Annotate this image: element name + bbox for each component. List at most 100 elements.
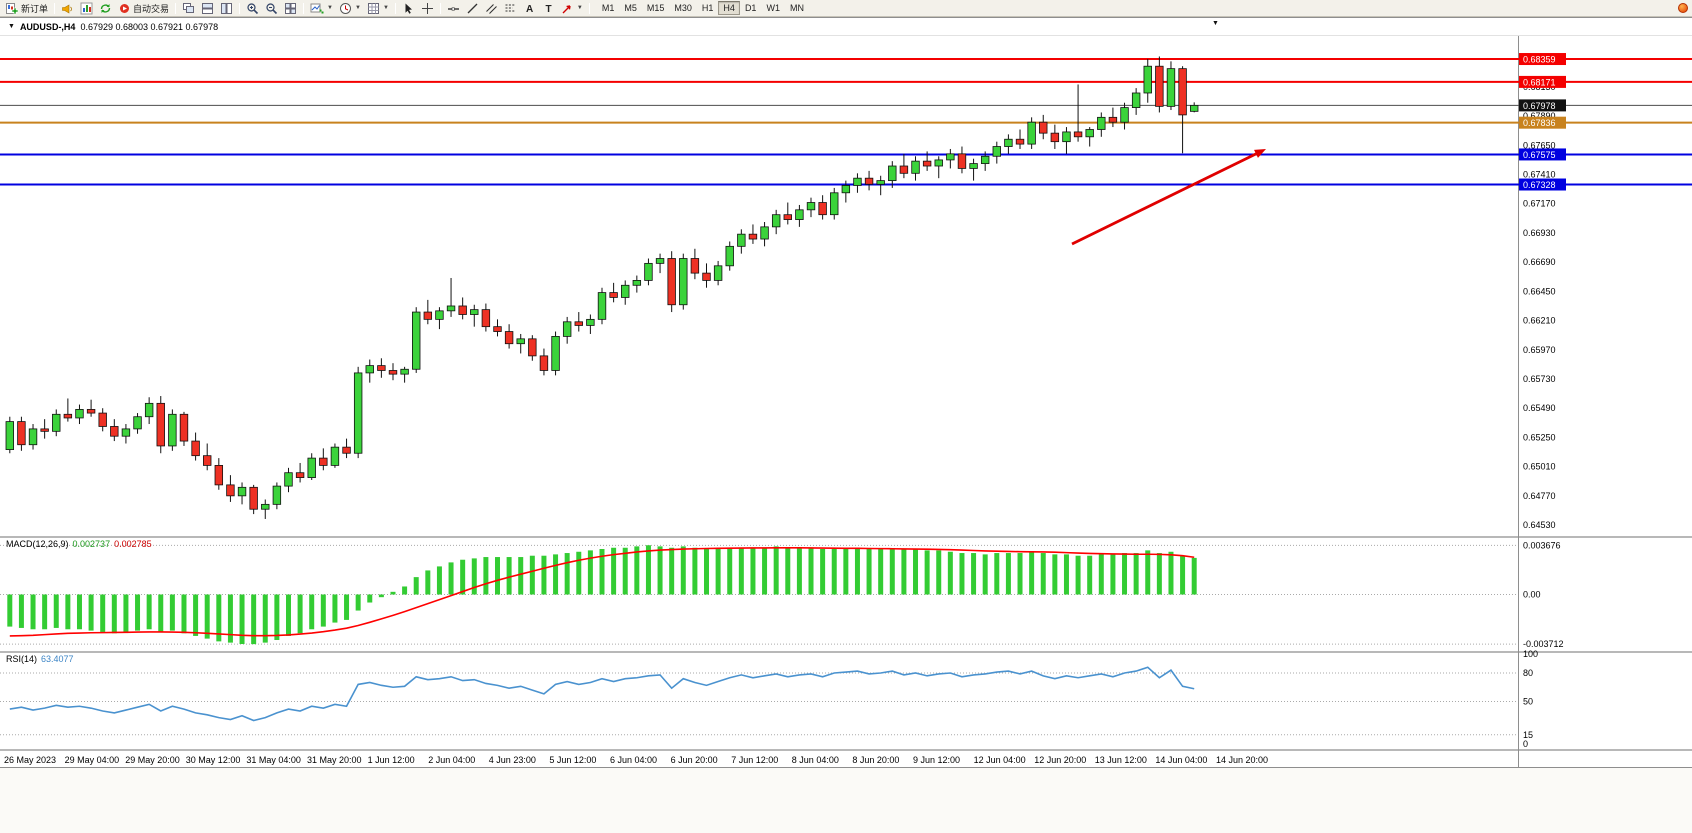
crosshair-button[interactable]: [418, 1, 437, 16]
svg-text:0.66450: 0.66450: [1523, 286, 1556, 296]
tile-windows-button[interactable]: [281, 1, 300, 16]
tf-button-MN[interactable]: MN: [789, 3, 804, 13]
svg-text:4 Jun 23:00: 4 Jun 23:00: [489, 755, 536, 765]
tile-vertical-button[interactable]: [217, 1, 236, 16]
rsi-name: RSI(14): [6, 654, 38, 664]
tf-button-M15[interactable]: M15: [646, 3, 665, 13]
trendline-icon: [467, 3, 478, 13]
zoom-out-button[interactable]: [262, 1, 281, 16]
arrows-tool-button[interactable]: ▼: [558, 1, 586, 16]
chart-window: ▼ AUDUSD-,H4 0.67929 0.68003 0.67921 0.6…: [0, 17, 1692, 769]
tile-vertical-icon: [221, 2, 233, 14]
toolbar-separator: [239, 2, 241, 14]
tf-button-W1[interactable]: W1: [766, 3, 780, 13]
tile-horizontal-button[interactable]: [198, 1, 217, 16]
notification-icon[interactable]: [1678, 3, 1688, 13]
crosshair-icon: [421, 2, 433, 14]
chart-canvas[interactable]: 0.681300.678900.676500.674100.671700.669…: [0, 36, 1692, 769]
toolbar: 新订单 自动交易 ▼ ▼ ▼: [0, 0, 1692, 17]
bottom-empty-area: [0, 768, 1692, 833]
svg-text:50: 50: [1523, 697, 1533, 707]
svg-text:0.65010: 0.65010: [1523, 462, 1556, 472]
trend-arrow-annotation[interactable]: [1071, 149, 1266, 246]
toolbar-separator: [588, 2, 590, 14]
label-tool-icon: T: [545, 4, 551, 15]
autotrading-label: 自动交易: [133, 3, 170, 14]
svg-text:30 May 12:00: 30 May 12:00: [186, 755, 241, 765]
clock-icon: [339, 2, 351, 14]
svg-text:0.64770: 0.64770: [1523, 491, 1556, 501]
svg-text:26 May 2023: 26 May 2023: [4, 755, 56, 765]
cursor-button[interactable]: [399, 1, 418, 16]
chevron-down-icon: ▼: [576, 5, 583, 11]
svg-text:5 Jun 12:00: 5 Jun 12:00: [549, 755, 596, 765]
svg-text:8 Jun 20:00: 8 Jun 20:00: [852, 755, 899, 765]
chevron-down-icon: ▼: [327, 5, 333, 11]
svg-text:14 Jun 04:00: 14 Jun 04:00: [1155, 755, 1207, 765]
svg-text:100: 100: [1523, 649, 1538, 659]
svg-text:0.67328: 0.67328: [1523, 180, 1556, 190]
market-watch-button[interactable]: [77, 1, 96, 16]
svg-text:0.65490: 0.65490: [1523, 403, 1556, 413]
toolbar-separator: [175, 2, 177, 14]
svg-text:T: T: [545, 4, 551, 15]
alerts-button[interactable]: [58, 1, 77, 16]
zoom-in-icon: [247, 2, 259, 14]
periodicity-button[interactable]: ▼: [336, 1, 364, 16]
chart-collapse-icon[interactable]: ▼: [8, 23, 15, 30]
cascade-windows-button[interactable]: [179, 1, 198, 16]
templates-button[interactable]: ▼: [364, 1, 392, 16]
refresh-icon: [100, 3, 111, 13]
svg-text:6 Jun 20:00: 6 Jun 20:00: [671, 755, 718, 765]
macd-panel: [7, 545, 1197, 645]
hline-tool-button[interactable]: [444, 1, 463, 16]
svg-text:29 May 20:00: 29 May 20:00: [125, 755, 180, 765]
chevron-down-icon: ▼: [354, 5, 361, 11]
grid-dotted-lines: [0, 36, 1692, 769]
rsi-panel: [9, 666, 1195, 722]
zoom-in-button[interactable]: [243, 1, 262, 16]
tf-button-M5[interactable]: M5: [624, 3, 637, 13]
label-tool-button[interactable]: T: [539, 1, 558, 16]
rsi-value: 63.4077: [41, 654, 74, 664]
new-chart-button[interactable]: ▼: [307, 1, 336, 16]
cascade-windows-icon: [183, 2, 195, 13]
navigator-button[interactable]: [96, 1, 115, 16]
toolbar-separator: [303, 2, 305, 14]
new-order-icon: [6, 2, 19, 14]
svg-text:0.67890: 0.67890: [1523, 111, 1556, 121]
new-order-button[interactable]: 新订单: [3, 1, 51, 16]
tf-button-M30[interactable]: M30: [674, 3, 692, 13]
tf-button-H4[interactable]: H4: [718, 1, 740, 15]
svg-text:0.67410: 0.67410: [1523, 170, 1556, 180]
svg-text:A: A: [526, 4, 533, 15]
macd-name: MACD(12,26,9): [6, 539, 69, 549]
tf-button-M1[interactable]: M1: [601, 3, 615, 13]
svg-text:0.66690: 0.66690: [1523, 257, 1556, 267]
svg-text:14 Jun 20:00: 14 Jun 20:00: [1216, 755, 1268, 765]
tile-horizontal-icon: [202, 2, 214, 14]
text-tool-button[interactable]: A: [520, 1, 539, 16]
horizontal-price-lines[interactable]: [0, 58, 1692, 186]
tf-button-H1[interactable]: H1: [701, 3, 714, 13]
tf-button-D1[interactable]: D1: [744, 3, 757, 13]
timeframe-buttons: M1 M5 M15 M30 H1 H4 D1 W1 MN: [597, 1, 809, 15]
cursor-icon: [405, 3, 412, 14]
svg-text:0.66930: 0.66930: [1523, 228, 1556, 238]
svg-text:8 Jun 04:00: 8 Jun 04:00: [792, 755, 839, 765]
new-chart-icon: [310, 3, 324, 13]
autotrading-button[interactable]: 自动交易: [115, 1, 172, 16]
svg-text:29 May 04:00: 29 May 04:00: [65, 755, 120, 765]
toolbar-separator: [54, 2, 56, 14]
channel-tool-button[interactable]: [482, 1, 501, 16]
svg-text:0.65730: 0.65730: [1523, 374, 1556, 384]
svg-text:0.67978: 0.67978: [1523, 101, 1556, 111]
svg-text:80: 80: [1523, 668, 1533, 678]
svg-text:7 Jun 12:00: 7 Jun 12:00: [731, 755, 778, 765]
trendline-tool-button[interactable]: [463, 1, 482, 16]
horn-icon: [62, 3, 72, 14]
arrow-tool-icon: [562, 4, 571, 13]
toolbar-overflow-icon[interactable]: ▼: [1212, 20, 1219, 27]
fibonacci-tool-button[interactable]: [501, 1, 520, 16]
chart-title-bar: ▼ AUDUSD-,H4 0.67929 0.68003 0.67921 0.6…: [0, 18, 1692, 36]
